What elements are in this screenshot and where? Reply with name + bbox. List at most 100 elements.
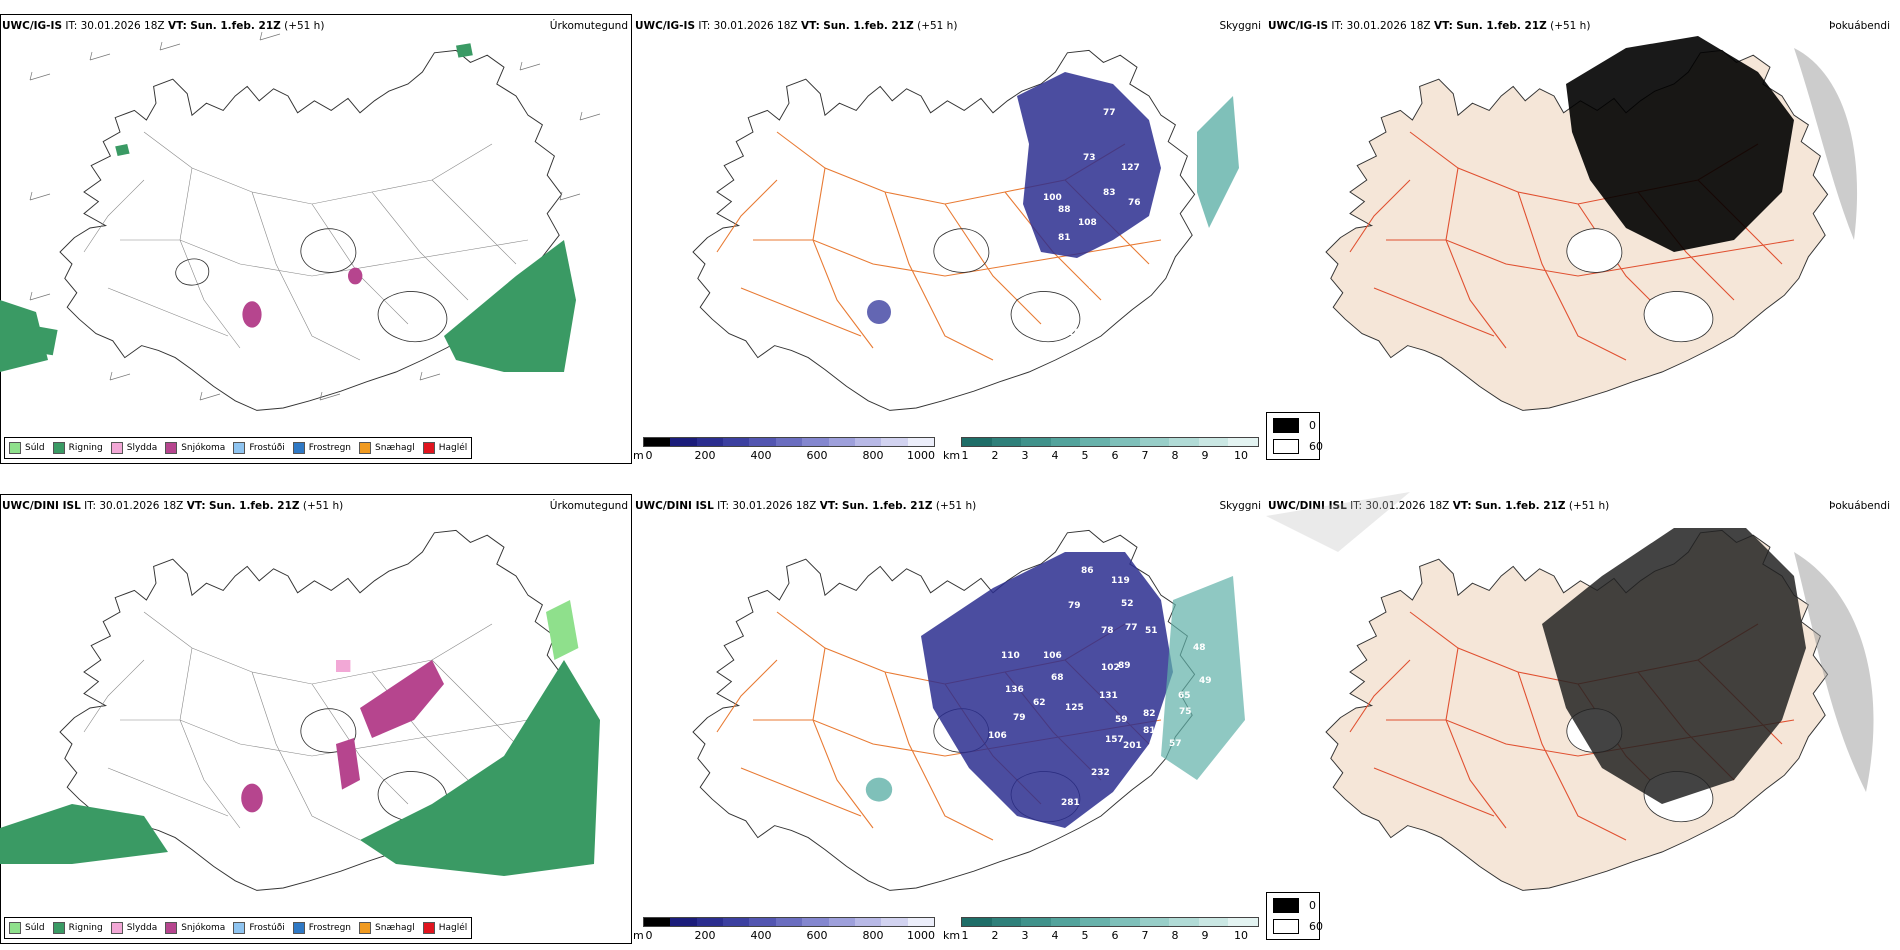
snow-area [336,738,360,790]
fog-area [1542,528,1806,804]
panel-header: UWC/DINI ISL IT: 30.01.2026 18Z VT: Sun.… [2,500,344,512]
ceiling-label: 73 [1083,153,1096,163]
ceiling-label: 65 [1178,691,1191,701]
precip-map [0,31,601,412]
panel-title: Skyggni [1219,500,1262,512]
precip-legend: Súld Rigning Slydda Snjókoma Frostúði Fr… [4,437,473,459]
ceiling-label: 131 [1099,691,1118,701]
legend-item: Snæhagl [359,922,415,934]
ceiling-label: 76 [1128,198,1141,208]
ceiling-label: 119 [1111,576,1130,586]
drizzle-area [546,600,579,660]
ceiling-label: 81 [1058,233,1071,243]
ceiling-label: 106 [988,731,1007,741]
ceiling-label: 127 [1121,163,1140,173]
rain-area [0,804,168,864]
panel-header: UWC/IG-IS IT: 30.01.2026 18Z VT: Sun. 1.… [635,20,958,32]
low-vis-area [1197,96,1239,229]
legend-item: Frostúði [233,922,285,934]
ceiling-label: 125 [1065,703,1084,713]
ceiling-panel-bottom: UWC/DINI ISL IT: 30.01.2026 18Z VT: Sun.… [633,480,1265,950]
legend-item: Frostúði [233,442,285,454]
ceiling-label: 108 [1078,218,1097,228]
ceiling-label: 102 [1101,663,1120,673]
visibility-colorbar: km 1 2 3 4 5 6 7 8 9 10 [943,437,1263,463]
fog-legend: 0 60 [1266,412,1323,460]
legend-item: Snæhagl [359,442,415,454]
ceiling-label: 281 [1061,798,1080,808]
ceiling-label: 81 [1143,726,1156,736]
precip-legend: Súld Rigning Slydda Snjókoma Frostúði Fr… [4,917,473,939]
ceiling-label: 77 [1103,108,1116,118]
rain-area [444,240,576,372]
ceiling-map: 86 119 79 52 78 77 51 106 68 102 89 136 … [692,529,1245,892]
rain-area [21,324,58,356]
ceiling-label: 86 [1081,566,1094,576]
low-cloud-area [1017,72,1161,258]
fog-panel-bottom: UWC/DINI ISL IT: 30.01.2026 18Z VT: Sun.… [1266,480,1898,950]
ceiling-label: 49 [1199,676,1212,686]
ceiling-label: 79 [1013,713,1026,723]
low-vis-area [1161,576,1245,780]
ceiling-label: 232 [1091,768,1110,778]
legend-item: Snjókoma [165,442,225,454]
panel-title: Þokuábendi [1829,20,1890,32]
ceiling-label: 57 [1169,739,1182,749]
ceiling-label: 77 [1125,623,1138,633]
rain-area [456,43,473,58]
panel-title: Úrkomutegund [549,20,628,32]
low-cloud-area [921,552,1173,828]
legend-item: Snjókoma [165,922,225,934]
legend-item: Frostregn [292,922,351,934]
panel-header: UWC/DINI ISL IT: 30.01.2026 18Z VT: Sun.… [635,500,977,512]
fog-area [1794,552,1874,792]
ceiling-label: 48 [1193,643,1206,653]
ceiling-label: 88 [1058,205,1071,215]
ceiling-map: 77 73 100 83 76 108 88 81 114 109 114 12… [692,49,1239,412]
legend-item: Rigning [52,442,103,454]
ceiling-label: 251 [871,871,890,881]
ceiling-label: 78 [1101,626,1114,636]
precip-map [0,529,600,892]
panel-header: UWC/DINI ISL IT: 30.01.2026 18Z VT: Sun.… [1268,500,1610,512]
snow-area [360,660,445,738]
legend-item: Frostregn [292,442,351,454]
ceiling-label: 110 [1001,651,1020,661]
ceiling-label: 157 [1105,735,1124,745]
ceiling-label: 51 [1145,626,1158,636]
legend-item: Haglél [422,442,467,454]
legend-item: Slydda [110,922,157,934]
snow-area [348,267,363,285]
ceiling-label: 83 [1103,188,1116,198]
legend-item: Haglél [422,922,467,934]
low-cloud-area [865,777,893,802]
visibility-colorbar: km 1 2 3 4 5 6 7 8 9 10 [943,917,1263,943]
ceiling-panel-top: UWC/IG-IS IT: 30.01.2026 18Z VT: Sun. 1.… [633,0,1265,470]
ceiling-label: 79 [1068,601,1081,611]
fog-map [1266,492,1874,892]
rain-area [360,660,600,876]
legend-item: Slydda [110,442,157,454]
panel-header: UWC/IG-IS IT: 30.01.2026 18Z VT: Sun. 1.… [2,20,325,32]
ceiling-label: 82 [1143,709,1156,719]
fog-area [1794,48,1858,241]
ceiling-labels: 77 73 100 83 76 108 88 81 114 109 114 12… [871,108,1141,398]
ceiling-label: 136 [1005,685,1024,695]
legend-item: Rigning [52,922,103,934]
ceiling-label: 62 [1033,698,1046,708]
low-cloud-area [867,300,891,324]
ceiling-label: 201 [1123,741,1142,751]
fog-area [1566,36,1794,253]
ceiling-label: 59 [1115,715,1128,725]
rain-area [115,144,130,156]
ceiling-label: 89 [1118,661,1131,671]
fog-area [1266,492,1410,552]
panel-title: Þokuábendi [1829,500,1890,512]
ceiling-label: 106 [1043,651,1062,661]
ceiling-labels: 86 119 79 52 78 77 51 106 68 102 89 136 … [871,566,1212,881]
sleet-area [336,660,351,672]
ceiling-label: 52 [1121,599,1134,609]
precip-type-panel-top: UWC/IG-IS IT: 30.01.2026 18Z VT: Sun. 1.… [0,0,632,470]
ceiling-colorbar: m 0 200 400 600 800 1000 [633,437,935,463]
precip-type-panel-bottom: UWC/DINI ISL IT: 30.01.2026 18Z VT: Sun.… [0,480,632,950]
